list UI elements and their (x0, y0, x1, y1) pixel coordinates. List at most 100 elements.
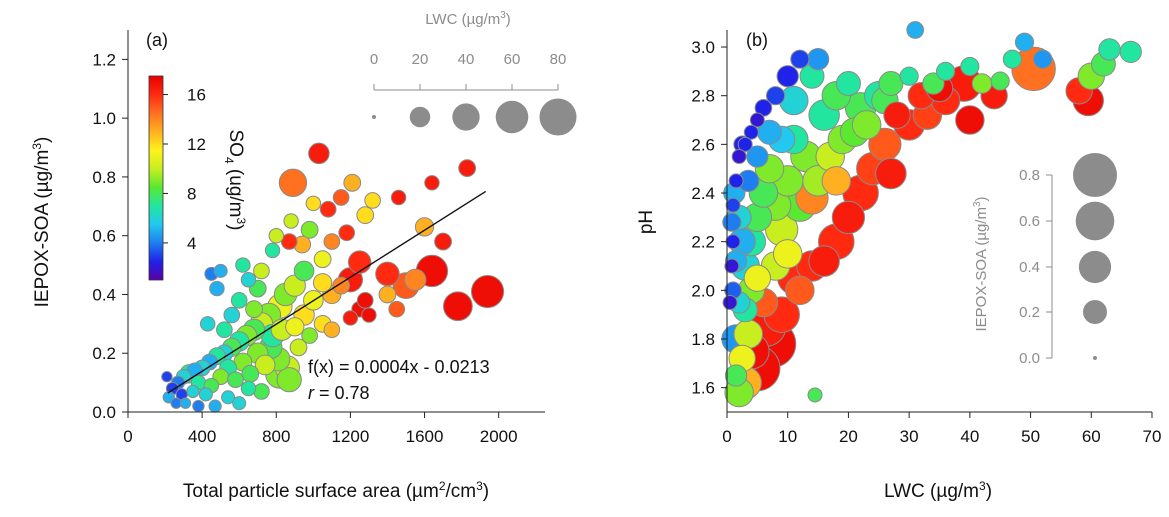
size-legend-b-title: IEPOX-SOA (µg/m3) (972, 196, 990, 331)
panel-b-y-tick-label: 2.4 (691, 184, 715, 203)
size-legend-a-marker (372, 115, 376, 119)
panel-a-point (319, 200, 337, 218)
panel-b-point (725, 234, 741, 250)
panel-a-point (232, 396, 247, 411)
panel-a-y-tick-label: 0.4 (92, 285, 116, 304)
panel-a-point (276, 367, 302, 393)
panel-b-point (731, 149, 747, 165)
panel-b-point (955, 105, 985, 135)
colorbar-tick-label: 12 (187, 135, 206, 154)
panel-a-point (470, 274, 505, 309)
panel-a-point (323, 321, 341, 339)
size-legend-a-marker (452, 103, 480, 131)
size-legend-b-tick-label: 0.2 (1019, 304, 1040, 321)
panel-b-y-tick-label: 1.8 (691, 330, 715, 349)
panel-a-point (342, 310, 359, 326)
panel-a-x-tick-label: 800 (262, 427, 290, 446)
panel-b-point (899, 66, 919, 86)
panel-b-point (936, 61, 956, 81)
colorbar-tick-label: 8 (187, 184, 196, 203)
panel-a-point (223, 306, 241, 324)
panel-b-y-tick-label: 2.2 (691, 233, 715, 252)
panel-a-point (254, 354, 276, 376)
panel-a-point (161, 371, 173, 383)
panel-a-point (221, 390, 236, 405)
panel-a-x-ticks: 0 400 800 1200 1600 2000 (123, 412, 518, 446)
panel-a-point (235, 257, 251, 273)
panel-a-point (347, 250, 372, 274)
size-legend-b-marker (1073, 153, 1117, 197)
panel-b-x-ticks: 0 10 20 30 40 50 60 70 (722, 412, 1161, 446)
panel-a-x-axis-title: Total particle surface area (µm2/cm3) (183, 479, 489, 502)
size-legend-a-marker (539, 98, 577, 136)
panel-a-y-tick-label: 0.2 (92, 344, 116, 363)
panel-a-points (161, 142, 505, 413)
panel-b-y-tick-label: 2.8 (691, 87, 715, 106)
panel-a-y-tick-label: 1.0 (92, 109, 116, 128)
panel-a-point (240, 272, 257, 288)
size-legend-a-title: LWC (µg/m3) (425, 10, 511, 28)
panel-a-point (308, 142, 330, 165)
panel-b-x-tick-label: 40 (960, 427, 979, 446)
panel-b-point (724, 258, 740, 274)
panel-a-fit-line-group (167, 190, 487, 394)
colorbar-tick-label: 16 (187, 86, 206, 105)
fit-r-value: r = 0.78 (308, 383, 370, 403)
panel-a-point (285, 317, 305, 337)
panel-a-point (241, 364, 260, 383)
panel-b-points (721, 21, 1142, 408)
panel-b-x-tick-label: 70 (1143, 427, 1162, 446)
panel-b-point (1033, 49, 1053, 69)
panel-a-x-tick-label: 1200 (331, 427, 369, 446)
size-legend-b: 0.0 0.2 0.4 0.6 0.8 (1019, 153, 1117, 367)
panel-a-x-tick-label: 1600 (406, 427, 444, 446)
size-legend-b-marker (1093, 356, 1097, 360)
panel-a-point (216, 321, 233, 339)
panel-a-point (301, 327, 318, 344)
panel-a-point (378, 285, 397, 304)
panel-a-point (364, 192, 381, 209)
panel-a-point (312, 273, 333, 293)
panel-b-point (906, 21, 925, 39)
panel-a-point (338, 224, 356, 242)
panel-b-point (835, 71, 861, 97)
panel-b-point (733, 319, 763, 349)
panel-a-point (192, 399, 205, 413)
panel-b-point (878, 71, 904, 97)
panel-b-point (1002, 49, 1022, 69)
panel-a-point (323, 233, 341, 250)
panel-b-point (922, 72, 945, 95)
panel-b-point (749, 112, 765, 128)
panel-b-point (785, 275, 815, 306)
panel-b-y-ticks: 1.6 1.8 2.0 2.2 2.4 2.6 2.8 3.0 (691, 38, 727, 398)
size-legend-a-tick-label: 60 (504, 51, 521, 68)
size-legend-a-tick-label: 80 (550, 51, 567, 68)
panel-a-point (245, 300, 263, 319)
panel-b-x-tick-label: 50 (1021, 427, 1040, 446)
panel-a-point (388, 300, 406, 318)
panel-a-point (253, 262, 270, 280)
size-legend-a-tick-label: 40 (458, 51, 475, 68)
panel-b-y-tick-label: 2.6 (691, 135, 715, 154)
panel-b-point (1098, 38, 1121, 61)
size-legend-a-marker (409, 106, 431, 128)
panel-b-point (724, 364, 748, 387)
panel-a-point (289, 338, 308, 357)
panel-a-point (390, 189, 407, 206)
colorbar (148, 75, 164, 281)
panel-a-y-tick-label: 0.0 (92, 403, 116, 422)
panel-b-y-tick-label: 1.6 (691, 379, 715, 398)
size-legend-b-tick-label: 0.8 (1019, 167, 1040, 184)
panel-b-point (1119, 40, 1142, 64)
panel-a-point (264, 242, 281, 259)
size-legend-b-marker (1078, 250, 1112, 284)
panel-b-point (883, 101, 911, 129)
panel-b: 0 10 20 30 40 50 60 70 1.6 1.8 2.0 2.2 2.4 2.6 2.8 3.0… (636, 21, 1161, 502)
panel-a-y-tick-label: 0.6 (92, 227, 116, 246)
fit-line (167, 190, 487, 394)
panel-b-point (722, 295, 738, 311)
panel-b-x-tick-label: 60 (1082, 427, 1101, 446)
panel-a-point (361, 307, 377, 323)
panel-b-y-tick-label: 3.0 (691, 38, 715, 57)
size-legend-b-tick-label: 0.6 (1019, 213, 1040, 230)
